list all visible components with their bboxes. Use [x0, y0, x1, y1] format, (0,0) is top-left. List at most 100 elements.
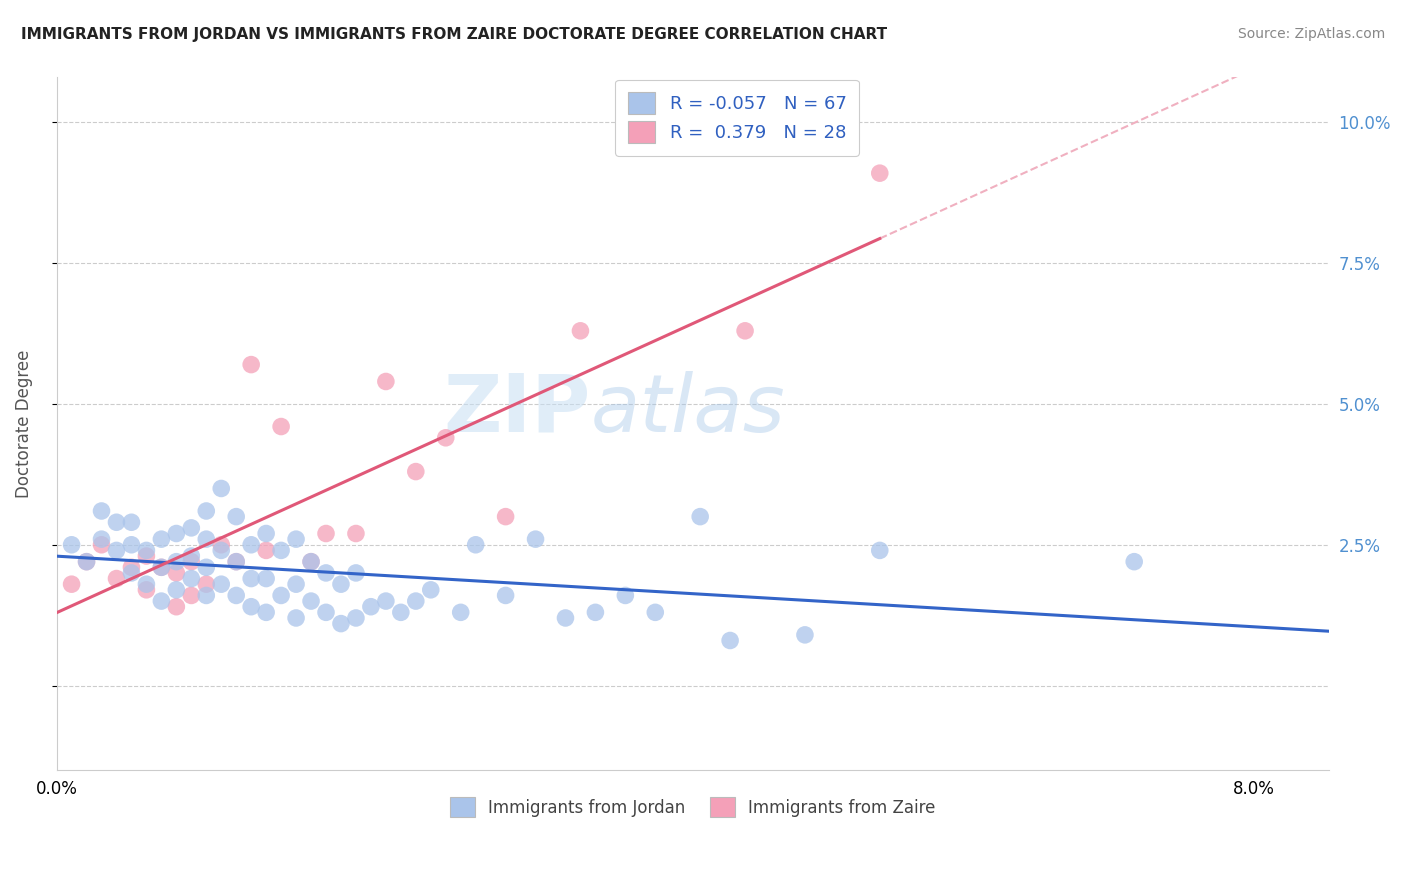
Point — [105, 515, 128, 529]
Point — [689, 509, 711, 524]
Point — [105, 572, 128, 586]
Point — [254, 526, 277, 541]
Point — [315, 605, 337, 619]
Point — [195, 532, 218, 546]
Point — [344, 526, 367, 541]
Point — [120, 515, 142, 529]
Point — [60, 538, 83, 552]
Point — [524, 532, 547, 546]
Point — [120, 560, 142, 574]
Point — [76, 555, 98, 569]
Point — [135, 582, 157, 597]
Point — [105, 543, 128, 558]
Point — [450, 605, 472, 619]
Point — [344, 611, 367, 625]
Point — [285, 577, 308, 591]
Point — [225, 555, 247, 569]
Point — [374, 375, 396, 389]
Point — [240, 599, 263, 614]
Point — [869, 543, 891, 558]
Point — [195, 560, 218, 574]
Text: IMMIGRANTS FROM JORDAN VS IMMIGRANTS FROM ZAIRE DOCTORATE DEGREE CORRELATION CHA: IMMIGRANTS FROM JORDAN VS IMMIGRANTS FRO… — [21, 27, 887, 42]
Point — [254, 543, 277, 558]
Point — [794, 628, 817, 642]
Point — [209, 543, 232, 558]
Point — [225, 555, 247, 569]
Point — [76, 555, 98, 569]
Point — [120, 566, 142, 580]
Point — [135, 577, 157, 591]
Point — [254, 605, 277, 619]
Point — [360, 599, 382, 614]
Y-axis label: Doctorate Degree: Doctorate Degree — [15, 350, 32, 498]
Point — [165, 566, 187, 580]
Point — [150, 560, 173, 574]
Point — [150, 594, 173, 608]
Point — [240, 538, 263, 552]
Point — [718, 633, 741, 648]
Point — [240, 572, 263, 586]
Text: atlas: atlas — [591, 371, 786, 449]
Point — [209, 538, 232, 552]
Point — [315, 566, 337, 580]
Point — [285, 532, 308, 546]
Point — [270, 543, 292, 558]
Point — [120, 538, 142, 552]
Point — [734, 324, 756, 338]
Point — [869, 166, 891, 180]
Point — [495, 589, 517, 603]
Point — [90, 538, 112, 552]
Point — [180, 555, 202, 569]
Point — [554, 611, 576, 625]
Point — [90, 504, 112, 518]
Point — [299, 594, 322, 608]
Point — [150, 532, 173, 546]
Point — [180, 549, 202, 563]
Point — [434, 431, 457, 445]
Text: Source: ZipAtlas.com: Source: ZipAtlas.com — [1237, 27, 1385, 41]
Point — [180, 572, 202, 586]
Point — [165, 599, 187, 614]
Point — [165, 582, 187, 597]
Point — [195, 589, 218, 603]
Point — [583, 605, 606, 619]
Point — [614, 589, 637, 603]
Point — [150, 560, 173, 574]
Point — [90, 532, 112, 546]
Point — [495, 509, 517, 524]
Point — [135, 543, 157, 558]
Point — [405, 594, 427, 608]
Point — [299, 555, 322, 569]
Point — [464, 538, 486, 552]
Point — [405, 465, 427, 479]
Point — [270, 589, 292, 603]
Point — [135, 549, 157, 563]
Point — [569, 324, 592, 338]
Point — [330, 616, 353, 631]
Point — [330, 577, 353, 591]
Point — [1123, 555, 1146, 569]
Legend: Immigrants from Jordan, Immigrants from Zaire: Immigrants from Jordan, Immigrants from … — [443, 790, 942, 824]
Point — [60, 577, 83, 591]
Point — [225, 589, 247, 603]
Point — [209, 482, 232, 496]
Point — [225, 509, 247, 524]
Point — [240, 358, 263, 372]
Point — [195, 504, 218, 518]
Text: ZIP: ZIP — [444, 371, 591, 449]
Point — [180, 521, 202, 535]
Point — [315, 526, 337, 541]
Point — [195, 577, 218, 591]
Point — [285, 611, 308, 625]
Point — [165, 555, 187, 569]
Point — [270, 419, 292, 434]
Point — [165, 526, 187, 541]
Point — [254, 572, 277, 586]
Point — [209, 577, 232, 591]
Point — [419, 582, 441, 597]
Point — [389, 605, 412, 619]
Point — [299, 555, 322, 569]
Point — [644, 605, 666, 619]
Point — [374, 594, 396, 608]
Point — [344, 566, 367, 580]
